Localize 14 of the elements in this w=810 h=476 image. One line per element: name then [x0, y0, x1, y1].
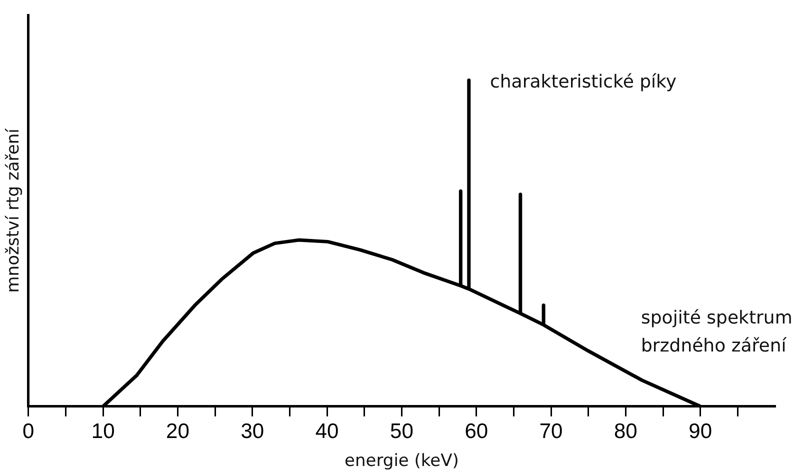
x-tick-label: 50 — [390, 420, 414, 443]
x-tick-label: 40 — [315, 420, 339, 443]
x-tick-label: 0 — [22, 420, 34, 443]
annotation: spojité spektrum brzdného záření — [641, 308, 792, 357]
x-tick-label: 80 — [614, 420, 638, 443]
annotation: charakteristické píky — [490, 72, 677, 93]
x-tick-label: 20 — [166, 420, 190, 443]
x-axis-title: energie (keV) — [344, 451, 459, 472]
x-tick-label: 10 — [91, 420, 115, 443]
y-axis-title: množství rtg záření — [4, 127, 24, 293]
x-tick-label: 60 — [464, 420, 488, 443]
x-tick-label: 90 — [688, 420, 712, 443]
x-tick-label: 70 — [539, 420, 563, 443]
x-tick-label: 30 — [240, 420, 264, 443]
